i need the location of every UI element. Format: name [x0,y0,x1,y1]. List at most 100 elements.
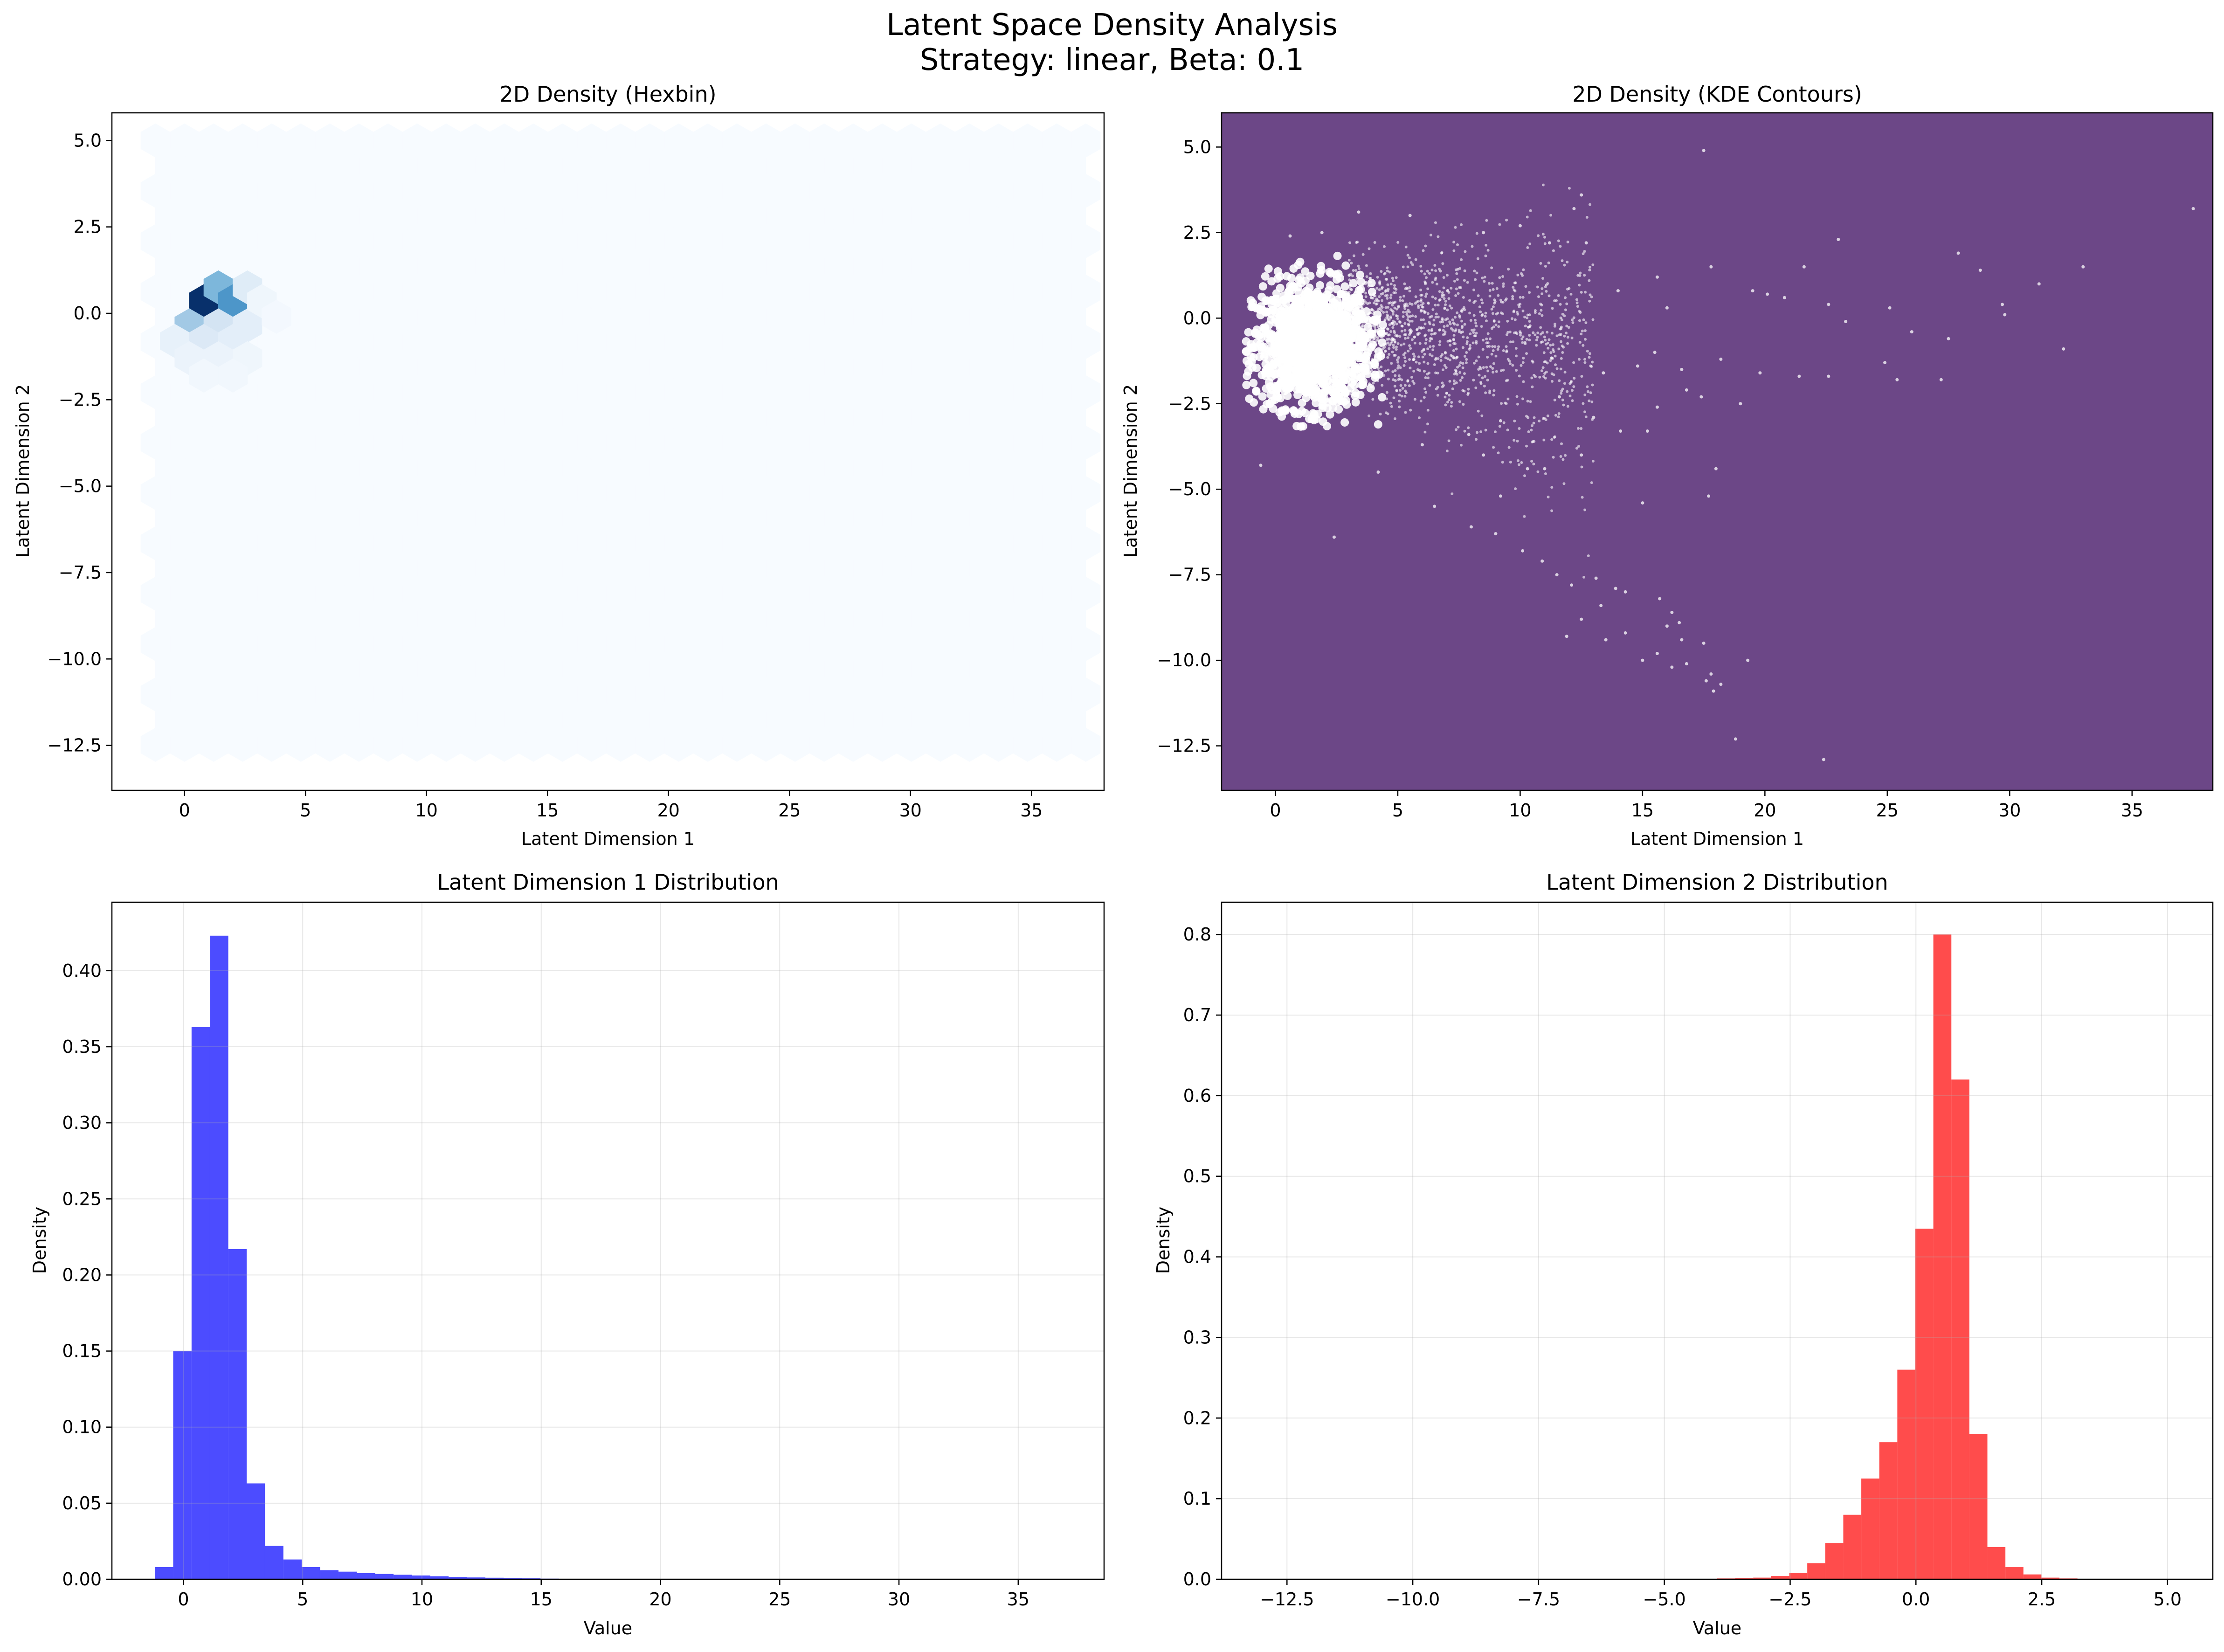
kde-point [1378,354,1381,358]
kde-point [1571,399,1574,402]
kde-point [1528,242,1532,246]
kde-point [1388,347,1391,350]
kde-point [1426,422,1430,426]
kde-point [1581,329,1584,332]
kde-point [1641,501,1644,505]
kde-point [1549,214,1553,217]
kde-point [1323,336,1332,345]
kde-panel: 2D Density (KDE Contours) 0 5 10 15 20 25 30 35… [1120,82,2214,849]
kde-point [1382,343,1385,346]
kde-point [1463,389,1466,393]
kde-point [1348,296,1351,299]
kde-point [1397,378,1400,381]
kde-point [1578,274,1582,277]
kde-point [1354,336,1357,339]
hist2-bar [1951,1079,1969,1579]
kde-point [1258,392,1267,401]
kde-point [1709,265,1713,269]
kde-point [1569,292,1573,296]
kde-point [1326,269,1335,278]
kde-point [1439,359,1443,362]
kde-point [1480,298,1483,301]
kde-point [1489,337,1492,340]
kde-point [1300,293,1309,302]
kde-point [1402,364,1406,367]
kde-point [1246,296,1255,305]
kde-ytick-label: −5.0 [1168,479,1211,499]
kde-point [1242,356,1251,365]
kde-point [1326,410,1334,419]
kde-point [1562,403,1565,407]
kde-point [1387,288,1390,291]
kde-point [1397,364,1400,367]
kde-point [1513,439,1516,442]
kde-point [1670,610,1674,614]
kde-point [1401,325,1404,328]
kde-point [1473,334,1476,338]
kde-point [1434,304,1437,307]
kde-point [1354,321,1357,325]
kde-point [1665,306,1669,310]
hexbin-ytick-label: −7.5 [59,562,102,583]
kde-point [1452,382,1456,386]
kde-point [1438,329,1441,332]
kde-point [1252,387,1261,395]
kde-point [1417,416,1421,420]
kde-point [1378,351,1381,354]
kde-point [1406,318,1409,321]
kde-point [1509,461,1512,464]
kde-point [1394,300,1397,304]
kde-point [1347,370,1351,373]
kde-point [1578,319,1581,322]
kde-point [1403,337,1407,340]
kde-point [1338,323,1347,332]
kde-point [1366,366,1369,369]
kde-point [1448,394,1451,397]
hist1-panel: Latent Dimension 1 Distribution 0 5 10 15 20… [29,870,1105,1638]
kde-point [1299,368,1308,377]
kde-point [1348,382,1351,386]
kde-point [1589,203,1592,206]
kde-point [1481,348,1485,351]
kde-point [1558,379,1561,382]
kde-point [1368,361,1371,364]
kde-point [1438,290,1441,293]
kde-point [1484,375,1487,378]
kde-point [1458,314,1461,317]
kde-point [1552,456,1555,459]
kde-point [1376,470,1380,474]
kde-point [1396,360,1400,364]
kde-point [1357,302,1361,305]
kde-point [1553,398,1556,401]
hist1-bar [394,1575,412,1579]
kde-point [1408,329,1411,332]
kde-point [1426,408,1430,412]
kde-ytick-label: 5.0 [1183,137,1211,157]
kde-point [1467,426,1470,429]
kde-point [1571,318,1574,321]
kde-point [1442,329,1445,332]
hexbin-plot-area [140,123,1101,762]
kde-point [1292,422,1301,430]
kde-point [1533,311,1537,314]
kde-point [1616,289,1620,293]
kde-point [1565,635,1568,638]
kde-point [1405,313,1409,316]
kde-point [1272,369,1281,378]
kde-point [1580,332,1583,336]
kde-point [1348,241,1351,244]
kde-point [1393,306,1396,310]
kde-point [1402,311,1405,314]
kde-point [1426,270,1429,273]
kde-point [1418,342,1422,345]
kde-point [1438,340,1442,343]
kde-point [1395,276,1398,279]
kde-point [1584,290,1587,294]
kde-point [1419,300,1423,303]
kde-point [1543,242,1547,245]
kde-point [1445,392,1448,395]
kde-point [1430,315,1433,318]
kde-point [1482,366,1485,369]
kde-point [1488,389,1492,393]
kde-point [1423,430,1427,434]
